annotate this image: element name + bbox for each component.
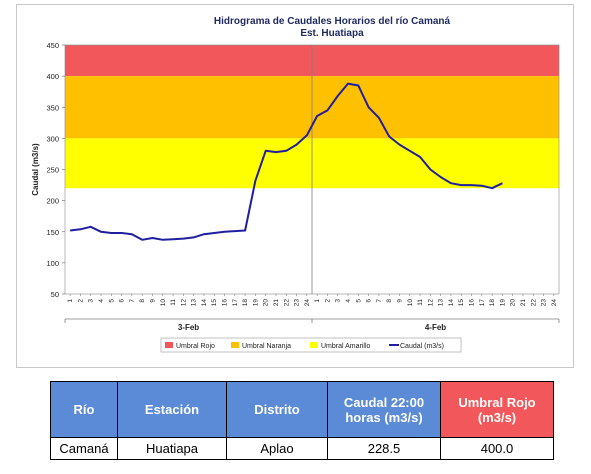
x-tick-label: 14 xyxy=(448,299,455,307)
x-tick-label: 17 xyxy=(232,299,239,307)
x-tick-label: 21 xyxy=(520,299,527,307)
x-tick-label: 18 xyxy=(242,299,249,307)
x-tick-label: 19 xyxy=(252,299,259,307)
x-tick-label: 15 xyxy=(458,299,465,307)
x-tick-label: 23 xyxy=(541,299,548,307)
y-tick-label: 350 xyxy=(46,103,59,112)
header-distrito: Distrito xyxy=(226,381,328,438)
x-tick-label: 6 xyxy=(366,299,373,303)
flow-info-table: Río Estación Distrito Caudal 22:00 horas… xyxy=(50,381,554,460)
y-tick-label: 450 xyxy=(46,41,59,50)
x-tick-label: 6 xyxy=(119,299,126,303)
x-tick-label: 16 xyxy=(222,299,229,307)
chart-title: Hidrograma de Caudales Horarios del río … xyxy=(214,16,451,27)
table-header-row: Río Estación Distrito Caudal 22:00 horas… xyxy=(50,381,554,438)
x-tick-label: 5 xyxy=(355,299,362,303)
x-tick-label: 14 xyxy=(201,299,208,307)
y-axis-label: Caudal (m3/s) xyxy=(31,143,40,196)
x-tick-label: 8 xyxy=(386,299,393,303)
x-tick-label: 23 xyxy=(294,299,301,307)
legend-label: Caudal (m3/s) xyxy=(400,343,444,350)
x-tick-label: 7 xyxy=(376,299,383,303)
x-tick-label: 24 xyxy=(304,299,311,307)
cell-umbral-rojo: 400.0 xyxy=(440,437,554,460)
legend-label: Umbral Naranja xyxy=(242,343,291,350)
x-tick-label: 7 xyxy=(129,299,136,303)
legend-swatch xyxy=(310,342,318,348)
x-tick-label: 15 xyxy=(211,299,218,307)
x-tick-label: 22 xyxy=(530,299,537,307)
x-tick-label: 1 xyxy=(67,299,74,303)
legend-swatch xyxy=(165,342,173,348)
x-tick-label: 13 xyxy=(191,299,198,307)
x-tick-label: 1 xyxy=(314,299,321,303)
x-tick-label: 5 xyxy=(108,299,115,303)
x-tick-label: 4 xyxy=(98,299,105,303)
x-tick-label: 20 xyxy=(510,299,517,307)
x-tick-label: 2 xyxy=(77,299,84,303)
x-tick-label: 20 xyxy=(263,299,270,307)
y-tick-label: 400 xyxy=(46,72,59,81)
cell-distrito: Aplao xyxy=(226,437,328,460)
x-tick-label: 2 xyxy=(324,299,331,303)
x-tick-label: 4 xyxy=(345,299,352,303)
header-umbral-rojo: Umbral Rojo (m3/s) xyxy=(440,381,554,438)
legend-label: Umbral Amarillo xyxy=(321,343,371,350)
cell-estacion: Huatiapa xyxy=(117,437,227,460)
x-tick-label: 12 xyxy=(427,299,434,307)
x-tick-label: 3 xyxy=(88,299,95,303)
x-tick-label: 24 xyxy=(551,299,558,307)
y-tick-label: 100 xyxy=(46,259,59,268)
y-tick-label: 200 xyxy=(46,197,59,206)
header-caudal: Caudal 22:00 horas (m3/s) xyxy=(327,381,441,438)
y-tick-label: 300 xyxy=(46,134,59,143)
cell-caudal: 228.5 xyxy=(327,437,441,460)
table-row: Camaná Huatiapa Aplao 228.5 400.0 xyxy=(50,437,554,460)
x-tick-label: 22 xyxy=(283,299,290,307)
x-tick-label: 12 xyxy=(180,299,187,307)
x-tick-label: 21 xyxy=(273,299,280,307)
legend-label: Umbral Rojo xyxy=(176,343,215,350)
x-tick-label: 11 xyxy=(417,299,424,306)
y-tick-label: 50 xyxy=(51,290,59,299)
x-tick-label: 9 xyxy=(149,299,156,303)
day-label: 3-Feb xyxy=(178,323,199,332)
x-tick-label: 9 xyxy=(396,299,403,303)
x-tick-label: 10 xyxy=(160,299,167,307)
x-tick-label: 18 xyxy=(489,299,496,307)
x-tick-label: 10 xyxy=(407,299,414,307)
x-tick-label: 17 xyxy=(479,299,486,307)
header-rio: Río xyxy=(50,381,118,438)
hydrograph-chart: Hidrograma de Caudales Horarios del río … xyxy=(16,4,574,368)
x-tick-label: 3 xyxy=(335,299,342,303)
x-tick-label: 16 xyxy=(469,299,476,307)
cell-rio: Camaná xyxy=(50,437,118,460)
day-label: 4-Feb xyxy=(425,323,446,332)
chart-subtitle: Est. Huatiapa xyxy=(300,28,364,39)
legend-swatch xyxy=(231,342,239,348)
x-tick-label: 8 xyxy=(139,299,146,303)
y-tick-label: 150 xyxy=(46,228,59,237)
x-tick-label: 19 xyxy=(499,299,506,307)
x-tick-label: 11 xyxy=(170,299,177,306)
y-tick-label: 250 xyxy=(46,166,59,175)
header-estacion: Estación xyxy=(117,381,227,438)
chart-canvas: Hidrograma de Caudales Horarios del río … xyxy=(31,16,560,353)
caudal-series-line xyxy=(69,82,503,241)
x-tick-label: 13 xyxy=(438,299,445,307)
